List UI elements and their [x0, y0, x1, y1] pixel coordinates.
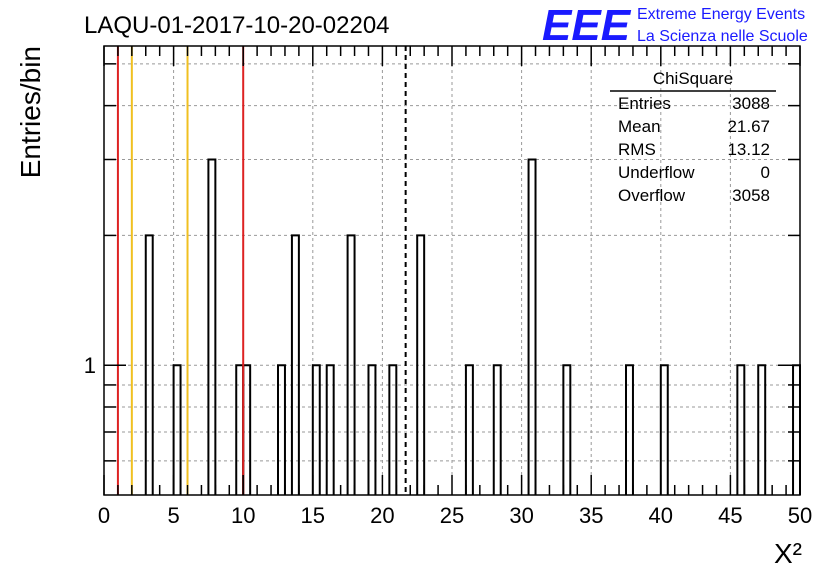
chart-title: LAQU-01-2017-10-20-02204 [84, 12, 390, 39]
stats-label-mean: Mean [618, 117, 661, 136]
x-tick-label: 30 [509, 503, 533, 528]
histogram-bin [277, 364, 286, 495]
histogram-bin [736, 364, 746, 495]
histogram-bin [367, 364, 377, 495]
histogram-bin [416, 234, 426, 495]
grid-layer [104, 46, 800, 495]
vertical-lines-layer [116, 46, 407, 495]
stats-label-underflow: Underflow [618, 163, 695, 182]
x-tick-label: 50 [788, 503, 812, 528]
stats-value-entries: 3088 [732, 94, 770, 113]
x-tick-label: 40 [649, 503, 673, 528]
histogram-bin [562, 364, 572, 495]
stats-label-overflow: Overflow [618, 186, 686, 205]
histogram-bin [325, 364, 335, 495]
histogram-bin [207, 158, 217, 495]
histogram-bin [492, 364, 502, 495]
x-tick-label: 45 [718, 503, 742, 528]
histogram-bin [311, 364, 321, 495]
histogram-bin [757, 364, 767, 495]
eee-logo-group: EEE Extreme Energy Events La Scienza nel… [542, 1, 808, 50]
stats-label-entries: Entries [618, 94, 671, 113]
histogram-bin [388, 364, 398, 495]
histogram-bin [172, 364, 182, 495]
x-tick-label: 10 [231, 503, 255, 528]
histogram-bin [290, 234, 300, 495]
x-tick-label: 5 [167, 503, 179, 528]
x-tick-label: 15 [301, 503, 325, 528]
stats-value-overflow: 3058 [732, 186, 770, 205]
histogram-bin [527, 158, 537, 495]
org-line-2: La Scienza nelle Scuole [637, 28, 808, 45]
stats-value-rms: 13.12 [727, 140, 770, 159]
x-axis-label: X² [774, 538, 802, 569]
histogram-bin [346, 234, 356, 495]
stats-box: ChiSquare Entries 3088 Mean 21.67 RMS 13… [610, 69, 776, 205]
stats-label-rms: RMS [618, 140, 656, 159]
histogram-bin [625, 364, 634, 495]
stats-value-underflow: 0 [761, 163, 770, 182]
histogram-bin [464, 364, 474, 495]
y-tick-label: 1 [84, 353, 96, 378]
histogram-bin [144, 234, 154, 495]
stats-value-mean: 21.67 [727, 117, 770, 136]
ticks-layer [103, 46, 801, 495]
histogram-bin [659, 364, 669, 495]
bars-layer [144, 158, 801, 495]
org-line-1: Extreme Energy Events [637, 6, 805, 23]
tick-labels-layer: 0 5 10 15 20 25 30 35 40 45 50 1 [84, 353, 812, 528]
x-tick-label: 25 [440, 503, 464, 528]
eee-logo: EEE [542, 1, 632, 50]
x-tick-label: 0 [98, 503, 110, 528]
x-tick-label: 20 [370, 503, 394, 528]
stats-title: ChiSquare [653, 69, 733, 88]
x-tick-label: 35 [579, 503, 603, 528]
y-axis-label: Entries/bin [15, 46, 46, 178]
